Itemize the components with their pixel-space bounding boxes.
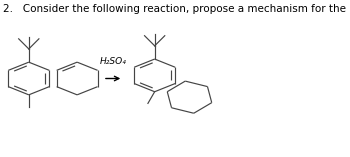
- Text: 2.   Consider the following reaction, propose a mechanism for the reaction.: 2. Consider the following reaction, prop…: [3, 4, 350, 14]
- Text: H₂SO₄: H₂SO₄: [100, 57, 126, 66]
